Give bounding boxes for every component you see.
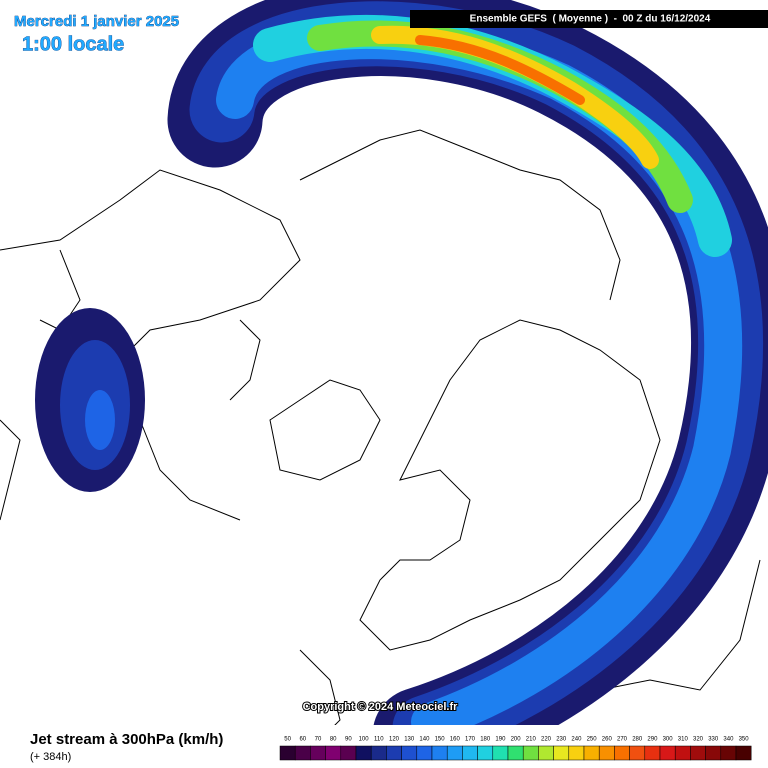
color-swatch [310, 745, 326, 761]
color-swatch [598, 745, 615, 761]
color-swatch [325, 745, 342, 761]
legend-label: 250 [587, 737, 598, 743]
legend-label: 50 [284, 737, 291, 743]
legend-label: 120 [389, 737, 400, 743]
color-swatch [674, 745, 691, 761]
color-swatch [416, 745, 433, 761]
legend-label: 220 [541, 737, 552, 743]
legend-label: 70 [315, 737, 322, 743]
color-swatch [568, 745, 585, 761]
color-swatch [507, 745, 524, 761]
legend-label: 130 [404, 737, 415, 743]
legend-label: 330 [708, 737, 719, 743]
legend-label: 190 [495, 737, 506, 743]
date: Mercredi 1 janvier 2025 [14, 13, 179, 30]
legend-label: 350 [739, 737, 750, 743]
legend-label: 180 [480, 737, 491, 743]
legend-label: 200 [511, 737, 522, 743]
legend-label: 280 [632, 737, 643, 743]
lead: (+ 384h) [30, 751, 71, 763]
color-swatch [553, 745, 570, 761]
color-swatch [720, 745, 737, 761]
footer-title: Jet stream à 300hPa (km/h) [30, 731, 223, 748]
legend-label: 320 [693, 737, 704, 743]
color-swatch [538, 745, 554, 761]
legend-label: 340 [723, 737, 734, 743]
color-swatch [370, 745, 387, 761]
time: 1:00 locale [22, 33, 124, 55]
colorbar: 50 60 70 80 90 100 110 120 130 140 150 160 170 180 190… [279, 737, 752, 761]
color-swatch [705, 745, 722, 761]
legend-label: 80 [330, 737, 337, 743]
color-swatch [629, 745, 646, 761]
color-swatch [279, 745, 296, 761]
legend-label: 210 [526, 737, 537, 743]
color-swatch [446, 745, 463, 761]
color-swatch [340, 745, 357, 761]
color-swatch [477, 745, 494, 761]
legend-label: 260 [602, 737, 613, 743]
color-swatch [401, 745, 418, 761]
legend-label: 270 [617, 737, 628, 743]
jet-stream [35, 0, 768, 768]
color-swatch [690, 745, 706, 761]
color-swatch [644, 745, 661, 761]
color-swatch [614, 745, 630, 761]
run-bar [410, 10, 768, 28]
color-swatch [431, 745, 448, 761]
run: Ensemble GEFS ( Moyenne ) - 00 Z du 16/1… [470, 14, 711, 25]
color-swatch [462, 745, 478, 761]
legend-label: 230 [556, 737, 567, 743]
color-swatch [522, 745, 539, 761]
legend-label: 300 [663, 737, 674, 743]
legend-label: 160 [450, 737, 461, 743]
color-swatch [294, 745, 311, 761]
legend-label: 240 [571, 737, 582, 743]
legend-label: 150 [435, 737, 446, 743]
color-swatch [492, 745, 509, 761]
legend-label: 90 [345, 737, 352, 743]
legend-label: 60 [299, 737, 306, 743]
legend-label: 110 [374, 737, 384, 743]
legend-label: 100 [359, 737, 370, 743]
color-swatch [583, 745, 600, 761]
legend-label: 170 [465, 737, 476, 743]
legend-label: 290 [647, 737, 658, 743]
color-swatch [355, 745, 372, 761]
copyright: Copyright © 2024 Meteociel.fr [303, 701, 459, 713]
color-swatch [659, 745, 676, 761]
legend-label: 140 [419, 737, 430, 743]
color-swatch [386, 745, 402, 761]
legend-label: 310 [678, 737, 689, 743]
color-swatch [735, 745, 752, 761]
